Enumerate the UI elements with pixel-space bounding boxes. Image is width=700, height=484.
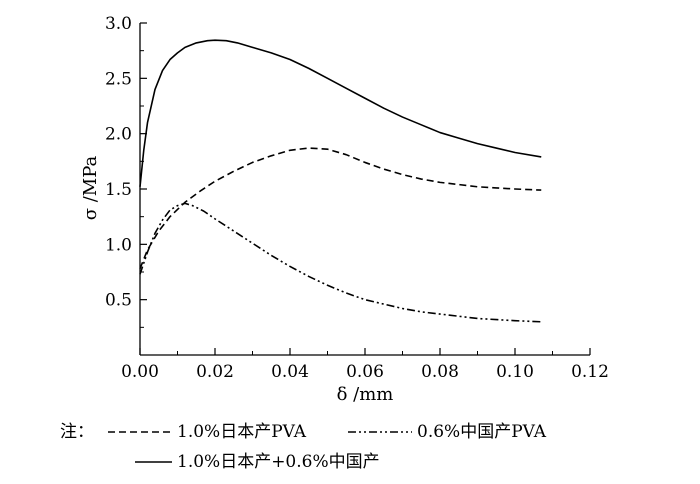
series-line-0	[139, 147, 542, 269]
y-tick-label: 0.5	[105, 291, 132, 311]
y-tick-label: 3.0	[105, 14, 132, 34]
y-axis-title: σ /MPa	[80, 155, 101, 220]
legend-label-0: 1.0%日本产PVA	[177, 422, 307, 442]
x-tick-label: 0.02	[196, 362, 234, 382]
y-tick-label: 1.5	[105, 180, 132, 200]
series-layer	[139, 39, 542, 323]
legend-prefix: 注：	[60, 422, 94, 442]
x-tick-label: 0.00	[121, 362, 159, 382]
axes: 0.00 0.02 0.04 0.06 0.08 0.10 0.12 0.5 1.0 1.5 2.0…	[105, 14, 609, 382]
legend-label-1: 0.6%中国产PVA	[417, 422, 547, 442]
series-line-2	[139, 39, 542, 187]
legend-label-2: 1.0%日本产+0.6%中国产	[177, 452, 380, 472]
x-tick-label: 0.06	[346, 362, 384, 382]
x-tick-label: 0.12	[571, 362, 609, 382]
x-tick-label: 0.10	[496, 362, 534, 382]
legend: 注： 1.0%日本产PVA 0.6%中国产PVA 1.0%日本产+0.6%中国产	[60, 422, 547, 472]
y-tick-label: 1.0	[105, 235, 132, 255]
series-line-1	[139, 202, 542, 323]
y-tick-label: 2.0	[105, 125, 132, 145]
y-tick-label: 2.5	[105, 69, 132, 89]
x-tick-label: 0.08	[421, 362, 459, 382]
x-axis-title: δ /mm	[337, 384, 394, 405]
x-tick-label: 0.04	[271, 362, 309, 382]
